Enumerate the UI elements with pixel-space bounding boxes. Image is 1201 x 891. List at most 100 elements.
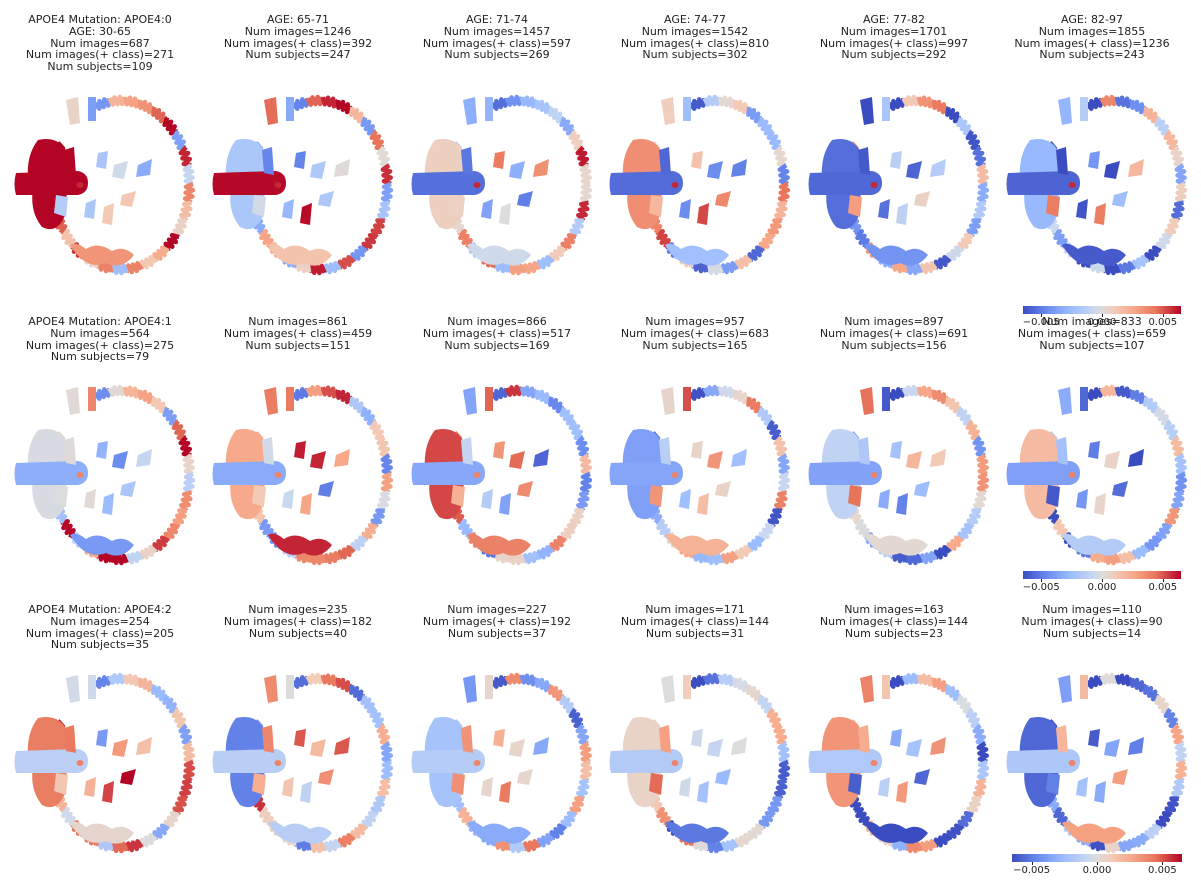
subcortical-region xyxy=(707,161,723,179)
subcortical-region xyxy=(679,199,691,219)
nucleus-region xyxy=(1068,760,1076,766)
brainstem-region xyxy=(609,461,683,485)
cortex-region xyxy=(569,218,584,239)
cortex-region xyxy=(305,384,325,397)
nucleus-region xyxy=(870,472,878,478)
cortex-region xyxy=(521,839,541,853)
cortex-region xyxy=(747,535,765,553)
cortex-region xyxy=(182,741,195,764)
panel-title: AGE: 77-82 Num images=1701 Num images(+ cl… xyxy=(794,14,994,61)
cortex-region xyxy=(179,778,193,801)
frontal-region xyxy=(860,97,874,125)
colorbar-tick xyxy=(1041,314,1043,317)
subcortical-region xyxy=(136,449,152,467)
brainstem-region xyxy=(1006,749,1080,773)
cortex-region xyxy=(1101,553,1121,566)
cortex-region xyxy=(1052,229,1068,249)
panel-title: AGE: 71-74 Num images=1457 Num images(+ cl… xyxy=(397,14,597,61)
subcortical-region xyxy=(858,725,870,753)
subcortical-region xyxy=(54,485,68,507)
cortex-region xyxy=(380,741,393,764)
subcortical-region xyxy=(930,159,946,177)
panel-title-line: Num images(+ class)=810 xyxy=(620,36,770,50)
cortex-region xyxy=(1170,723,1185,746)
cortex-region xyxy=(320,673,340,687)
cortex-region xyxy=(972,723,987,746)
subcortical-region xyxy=(64,725,76,753)
cortex-region xyxy=(258,807,274,827)
cortex-region xyxy=(109,553,129,566)
brain-slice xyxy=(212,94,394,276)
subcortical-region xyxy=(300,493,312,515)
panel-title-line: Num images(+ class)=997 xyxy=(819,36,969,50)
cortex-region xyxy=(1154,406,1171,426)
colorbar-tick xyxy=(1102,314,1103,317)
cortex-region xyxy=(972,145,987,168)
cortex-region xyxy=(360,406,377,426)
cortex-region xyxy=(361,232,378,252)
subcortical-region xyxy=(1056,147,1068,175)
cortex-region xyxy=(350,823,368,841)
cortex-region xyxy=(579,453,592,476)
panel-title-line: Num subjects=35 xyxy=(50,638,150,652)
cortex-region xyxy=(549,823,567,841)
cortex-region xyxy=(337,544,356,560)
frontal-region xyxy=(1058,387,1072,415)
cortex-region xyxy=(757,116,774,136)
subcortical-region xyxy=(533,449,549,467)
panel-title-line: Num images(+ class)=275 xyxy=(25,338,175,352)
cortex-region xyxy=(370,796,385,817)
frontal-region xyxy=(860,675,874,703)
cortex-region xyxy=(151,106,169,124)
cortex-region xyxy=(1116,551,1136,565)
panel-title: Num images=227 Num images(+ class)=192 Num… xyxy=(397,604,597,639)
cortex-region xyxy=(1164,796,1179,817)
occipital-region xyxy=(864,243,928,266)
subcortical-region xyxy=(294,441,306,459)
cortex-region xyxy=(965,129,981,150)
subcortical-region xyxy=(1076,489,1088,509)
subcortical-region xyxy=(1128,159,1144,177)
subcortical-region xyxy=(509,161,525,179)
subcortical-region xyxy=(691,441,703,459)
cortex-region xyxy=(139,544,158,560)
cortex-region xyxy=(732,389,752,405)
subcortical-region xyxy=(1076,777,1088,797)
cortex-region xyxy=(457,519,473,539)
colorbar-gradient xyxy=(1023,306,1181,314)
panel-title-line: Num images=687 xyxy=(50,36,150,50)
cortex-region xyxy=(457,807,473,827)
subcortical-region xyxy=(262,147,274,175)
subcortical-region xyxy=(252,195,266,217)
brainstem-region xyxy=(1006,461,1080,485)
frontal-region xyxy=(66,387,80,415)
subcortical-region xyxy=(731,159,747,177)
frontal-region xyxy=(66,97,80,125)
cortex-region xyxy=(1164,218,1179,239)
cortex-region xyxy=(559,116,576,136)
subcortical-region xyxy=(120,481,136,497)
subcortical-region xyxy=(914,191,930,207)
occipital-region xyxy=(70,243,134,266)
panel-title-line: Num images=227 xyxy=(447,603,547,616)
subcortical-region xyxy=(112,451,128,469)
subcortical-region xyxy=(697,781,709,803)
cortex-region xyxy=(774,490,788,513)
cortex-region xyxy=(337,254,356,270)
cortex-region xyxy=(1164,508,1179,529)
cortex-region xyxy=(1114,95,1134,109)
cortex-region xyxy=(886,97,906,111)
cortex-region xyxy=(1144,535,1162,553)
occipital-region xyxy=(864,821,928,844)
brainstem-region xyxy=(212,171,286,195)
occipital-region xyxy=(467,533,531,556)
cortex-region xyxy=(903,263,923,276)
cortex-region xyxy=(973,490,987,513)
subcortical-region xyxy=(878,777,890,797)
cortex-region xyxy=(122,95,142,109)
cortex-region xyxy=(854,807,870,827)
cortex-region xyxy=(956,116,973,136)
frontal-region xyxy=(66,675,80,703)
panel-title-line: Num images(+ class)=659 xyxy=(1017,326,1167,340)
cortex-region xyxy=(576,490,590,513)
